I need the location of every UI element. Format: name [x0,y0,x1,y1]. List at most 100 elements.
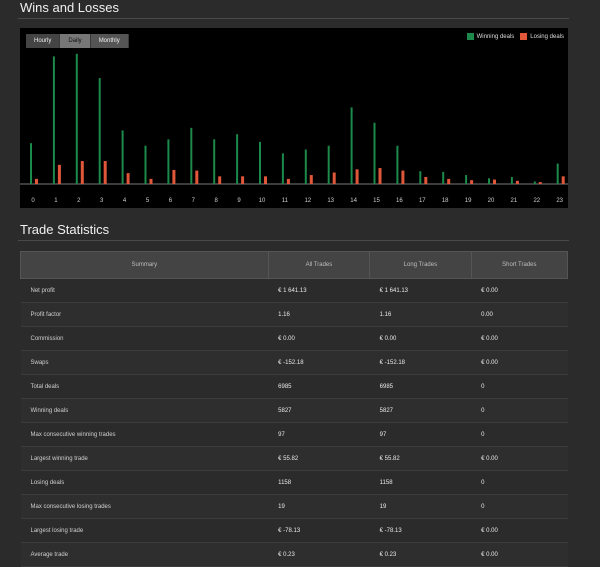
winning-bar [327,145,330,184]
legend-winning-label: Winning deals [476,33,515,40]
row-value: € 55.82 [268,446,370,471]
winning-bar [236,134,239,184]
row-value: € 0.00 [471,542,568,567]
losing-bar [218,176,222,184]
losing-bar [264,176,267,184]
wins-losses-title: Wins and Losses [20,0,119,15]
row-value: € 0.23 [369,542,472,567]
row-value: € 0.00 [471,326,568,351]
x-tick-label: 8 [215,198,219,204]
row-value: € 0.00 [471,518,568,543]
losing-bar [332,172,336,184]
x-tick-label: 16 [396,198,403,204]
row-value: 0 [471,494,568,519]
x-tick-label: 13 [327,198,334,204]
row-label: Largest winning trade [20,446,269,471]
table-row: Losing deals 1158 1158 0 [20,470,568,495]
x-tick-label: 23 [556,198,563,204]
table-row: Max consecutive winning trades 97 97 0 [20,422,568,447]
table-row: Swaps € -152.18 € -152.18 € 0.00 [20,350,568,375]
x-tick-label: 19 [465,198,472,204]
x-tick-label: 21 [511,198,518,204]
row-value: € 0.00 [471,350,568,375]
winning-bar [213,139,216,184]
row-label: Largest losing trade [20,518,269,543]
winning-bar [556,163,559,184]
losing-bar [195,170,199,184]
x-tick-label: 9 [237,198,241,204]
x-tick-label: 10 [259,198,266,204]
row-value: € 1 641.13 [369,278,472,303]
row-value: 1.16 [369,302,472,327]
winning-swatch [466,33,474,40]
tab-monthly[interactable]: Monthly [90,34,129,48]
table-row: Largest winning trade € 55.82 € 55.82 € 0.0… [20,446,568,471]
losing-bar [355,169,359,184]
row-value: 97 [369,422,472,447]
tab-hourly[interactable]: Hourly [26,34,61,48]
losing-bar [149,178,153,184]
winning-bar [259,141,261,184]
x-tick-label: 20 [488,198,495,204]
winning-bar [281,153,284,184]
winning-bar [167,139,170,184]
winning-bar [350,107,353,184]
col-long-trades: Long Trades [369,251,472,279]
row-value: 5827 [268,398,370,423]
row-value: 6985 [268,374,370,399]
winning-bar [75,53,78,185]
table-row: Average trade € 0.23 € 0.23 € 0.00 [20,542,568,567]
winning-bar [121,130,124,184]
losing-bar [447,178,451,184]
row-label: Average trade [20,542,269,567]
winning-bar [488,178,490,184]
x-tick-label: 5 [146,198,150,204]
winning-bar [373,122,376,184]
losing-bar [286,178,290,184]
row-value: € -78.13 [369,518,472,543]
x-tick-label: 14 [350,198,357,204]
row-value: 97 [268,422,370,447]
x-tick-label: 18 [442,198,449,204]
row-value: € 1 641.13 [268,278,370,303]
row-label: Commission [20,326,269,351]
row-label: Profit factor [20,302,269,327]
x-tick-label: 22 [533,198,540,204]
winning-bar [533,181,536,184]
losing-swatch [520,33,528,40]
x-tick-label: 1 [54,198,58,204]
row-value: € 0.00 [471,446,568,471]
table-row: Winning deals 5827 5827 0 [20,398,568,423]
chart-period-tabs: Hourly Daily Monthly [26,34,129,48]
row-label: Total deals [20,374,269,399]
x-tick-label: 12 [304,198,311,204]
title-divider [18,18,569,19]
winning-bar [419,171,422,184]
x-tick-label: 7 [192,198,196,204]
trade-statistics-title: Trade Statistics [20,222,110,237]
table-row: Profit factor 1.16 1.16 0.00 [20,302,568,327]
losing-bar [80,161,84,184]
table-header-row: Summary All Trades Long Trades Short Tra… [20,251,569,279]
winning-bar [98,78,101,184]
row-label: Winning deals [20,398,269,423]
losing-bar [470,180,474,184]
losing-bar [57,164,61,184]
trade-statistics-table: Summary All Trades Long Trades Short Tra… [20,251,569,567]
row-label: Losing deals [20,470,269,495]
winning-bar [144,145,147,184]
row-value: € 0.23 [268,542,370,567]
row-value: 0 [471,422,568,447]
x-tick-label: 3 [100,198,104,204]
row-label: Swaps [20,350,269,375]
row-value: 1158 [369,470,472,495]
chart-legend: Winning deals Losing deals [461,33,564,40]
x-tick-label: 11 [282,198,289,204]
row-value: € 0.00 [471,278,568,303]
row-value: € -152.18 [268,350,370,375]
row-value: 19 [268,494,370,519]
row-value: 0 [471,374,568,399]
tab-daily[interactable]: Daily [60,34,91,48]
losing-bar [35,178,38,184]
table-row: Max consecutive losing trades 19 19 0 [20,494,568,519]
